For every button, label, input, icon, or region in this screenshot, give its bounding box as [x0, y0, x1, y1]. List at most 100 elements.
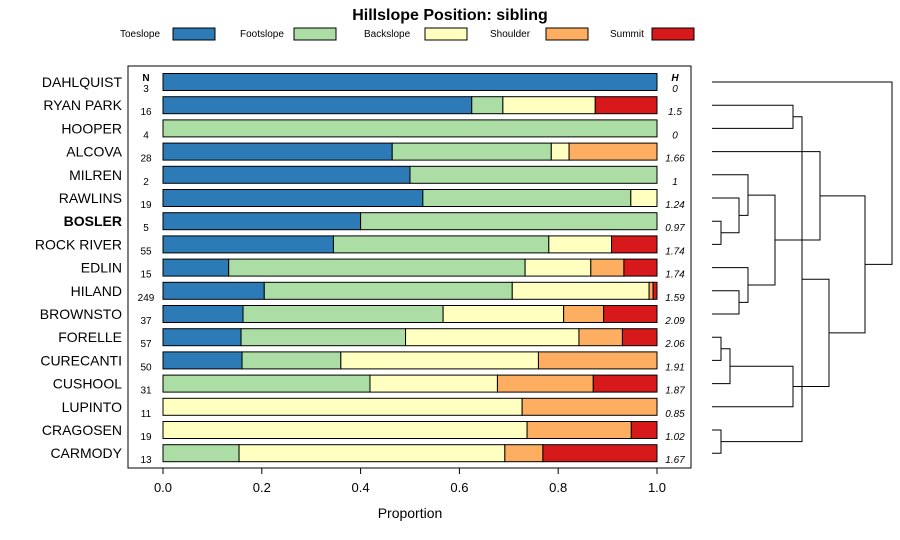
bar-segment-shoulder [578, 328, 623, 347]
n-value: 2 [143, 177, 149, 188]
bar-segment-toeslope [162, 235, 334, 254]
x-axis: 0.0 0.2 0.4 0.6 0.8 1.0 [154, 468, 666, 495]
h-value: 1.87 [665, 386, 685, 397]
n-value: 249 [138, 293, 155, 304]
dendrogram-link [820, 195, 866, 334]
dendrogram-link [712, 336, 722, 361]
category-label: EDLIN [81, 260, 122, 276]
x-tick-label: 0.0 [154, 480, 172, 495]
h-value: 1 [672, 177, 678, 188]
category-label: RAWLINS [59, 190, 122, 206]
bar-segment-toeslope [162, 212, 362, 231]
legend-label-backslope: Backslope [364, 29, 411, 40]
bar-segment-backslope [162, 421, 528, 439]
h-value: 1.74 [665, 270, 685, 281]
bar-segment-footslope [422, 189, 632, 207]
bar-segment-footslope [409, 165, 658, 184]
bar-segment-shoulder [521, 397, 658, 416]
row-rawlins: RAWLINS 19 1.24 [59, 189, 685, 211]
h-value: 1.59 [665, 293, 685, 304]
bar-segment-summit [603, 305, 658, 323]
x-tick-label: 1.0 [648, 480, 666, 495]
legend-swatch-backslope [424, 27, 468, 41]
bar-segment-summit [611, 235, 658, 254]
row-lupinto: LUPINTO 11 0.85 [62, 397, 685, 420]
n-value: 57 [140, 339, 152, 350]
bar-segment-backslope [524, 258, 592, 277]
h-value: 1.91 [665, 362, 684, 373]
bar-segment-toeslope [162, 142, 393, 161]
n-value: 13 [140, 455, 152, 466]
h-value: 0.85 [665, 409, 685, 420]
bar-segment-footslope [391, 142, 552, 161]
legend-swatch-shoulder [545, 27, 589, 41]
bar-segment-summit [594, 96, 658, 115]
row-ryan-park: RYAN PARK 16 1.5 [43, 96, 682, 118]
category-label: RYAN PARK [43, 97, 122, 113]
bar-segment-shoulder [504, 444, 544, 463]
row-dahlquist: DAHLQUIST 3 0 [42, 73, 678, 95]
n-value: 37 [140, 316, 152, 327]
row-hooper: HOOPER 4 0 [61, 119, 678, 141]
bar-segment-footslope [332, 235, 550, 254]
n-value: 15 [140, 270, 152, 281]
dendrogram-link [712, 197, 740, 234]
bar-segment-toeslope [162, 328, 242, 347]
category-label: ROCK RIVER [35, 236, 122, 252]
dendrogram-link [721, 116, 803, 443]
bar-segment-backslope [369, 374, 498, 393]
n-value: 11 [141, 409, 152, 420]
n-value: 3 [143, 84, 149, 95]
dendrogram-link [712, 290, 740, 315]
bar-segment-footslope [263, 281, 513, 300]
n-value: 31 [140, 386, 152, 397]
h-value: 1.74 [665, 246, 685, 257]
legend-label-shoulder: Shoulder [490, 29, 531, 40]
dendrogram-link [748, 194, 776, 286]
x-tick-label: 0.6 [450, 480, 468, 495]
category-label: DAHLQUIST [42, 74, 123, 90]
bar-segment-summit [621, 328, 658, 347]
bar-segment-backslope [548, 235, 613, 254]
x-tick-label: 0.8 [549, 480, 567, 495]
legend-swatch-summit [651, 27, 695, 41]
bar-segment-toeslope [162, 189, 424, 207]
bar-segment-backslope [162, 397, 523, 416]
bar-segment-shoulder [496, 374, 594, 393]
row-alcova: ALCOVA 28 1.66 [66, 142, 685, 165]
n-value: 4 [143, 130, 149, 141]
category-label: FORELLE [58, 329, 122, 345]
bar-segment-footslope [360, 212, 658, 231]
row-cushool: CUSHOOL 31 1.87 [53, 374, 685, 397]
row-rock-river: ROCK RIVER 55 1.74 [35, 235, 685, 257]
dendrogram-link [712, 81, 893, 265]
bar-segment-backslope [511, 281, 650, 300]
n-value: 19 [140, 200, 152, 211]
legend-label-footslope: Footslope [240, 29, 284, 40]
bar-segment-summit [652, 281, 658, 300]
bar-segment-footslope [241, 351, 342, 370]
category-label: BOSLER [64, 213, 122, 229]
dendrogram-link [712, 151, 821, 241]
bar-segment-toeslope [162, 351, 243, 370]
bar-segment-shoulder [563, 305, 605, 323]
dendrogram-link [712, 267, 749, 303]
x-tick-label: 0.4 [352, 480, 370, 495]
dendrogram-link [712, 365, 794, 408]
h-value: 1.5 [668, 107, 682, 118]
bar-segment-shoulder [590, 258, 625, 277]
h-value: 0 [672, 84, 678, 95]
dendrogram-link [793, 278, 830, 387]
dendrogram-link [712, 104, 794, 129]
chart-title: Hillslope Position: sibling [352, 7, 548, 24]
row-milren: MILREN 2 1 [69, 165, 678, 188]
dendrogram [712, 81, 893, 454]
bar-segment-toeslope [162, 165, 411, 184]
bar-segment-shoulder [537, 351, 658, 370]
h-value: 1.02 [665, 432, 685, 443]
plot-panel [127, 65, 692, 469]
category-label: CRAGOSEN [42, 422, 122, 438]
row-edlin: EDLIN 15 1.74 [81, 258, 685, 281]
x-axis-label: Proportion [378, 505, 443, 521]
row-brownsto: BROWNSTO 37 2.09 [40, 305, 685, 327]
